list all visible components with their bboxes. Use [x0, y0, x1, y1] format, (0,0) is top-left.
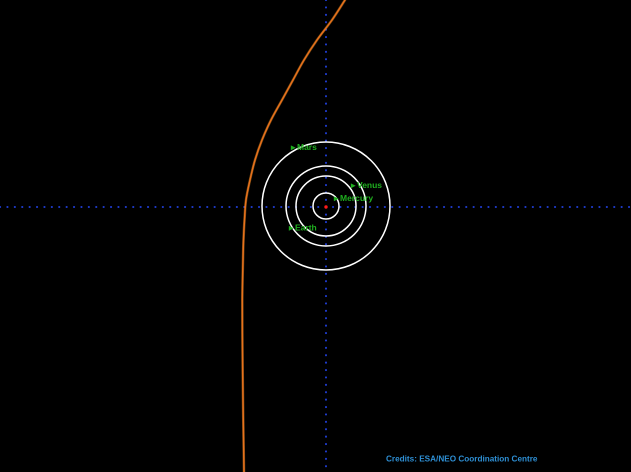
svg-text:Venus: Venus — [357, 180, 382, 190]
svg-text:Mercury: Mercury — [340, 193, 373, 203]
svg-text:▸: ▸ — [333, 193, 339, 203]
svg-text:Mars: Mars — [297, 142, 317, 152]
svg-text:▸: ▸ — [288, 223, 294, 233]
svg-text:Credits: ESA/NEO Coordination: Credits: ESA/NEO Coordination Centre — [386, 455, 538, 464]
svg-text:Earth: Earth — [295, 223, 317, 233]
svg-text:▸: ▸ — [290, 142, 296, 152]
svg-text:▸: ▸ — [350, 180, 356, 190]
